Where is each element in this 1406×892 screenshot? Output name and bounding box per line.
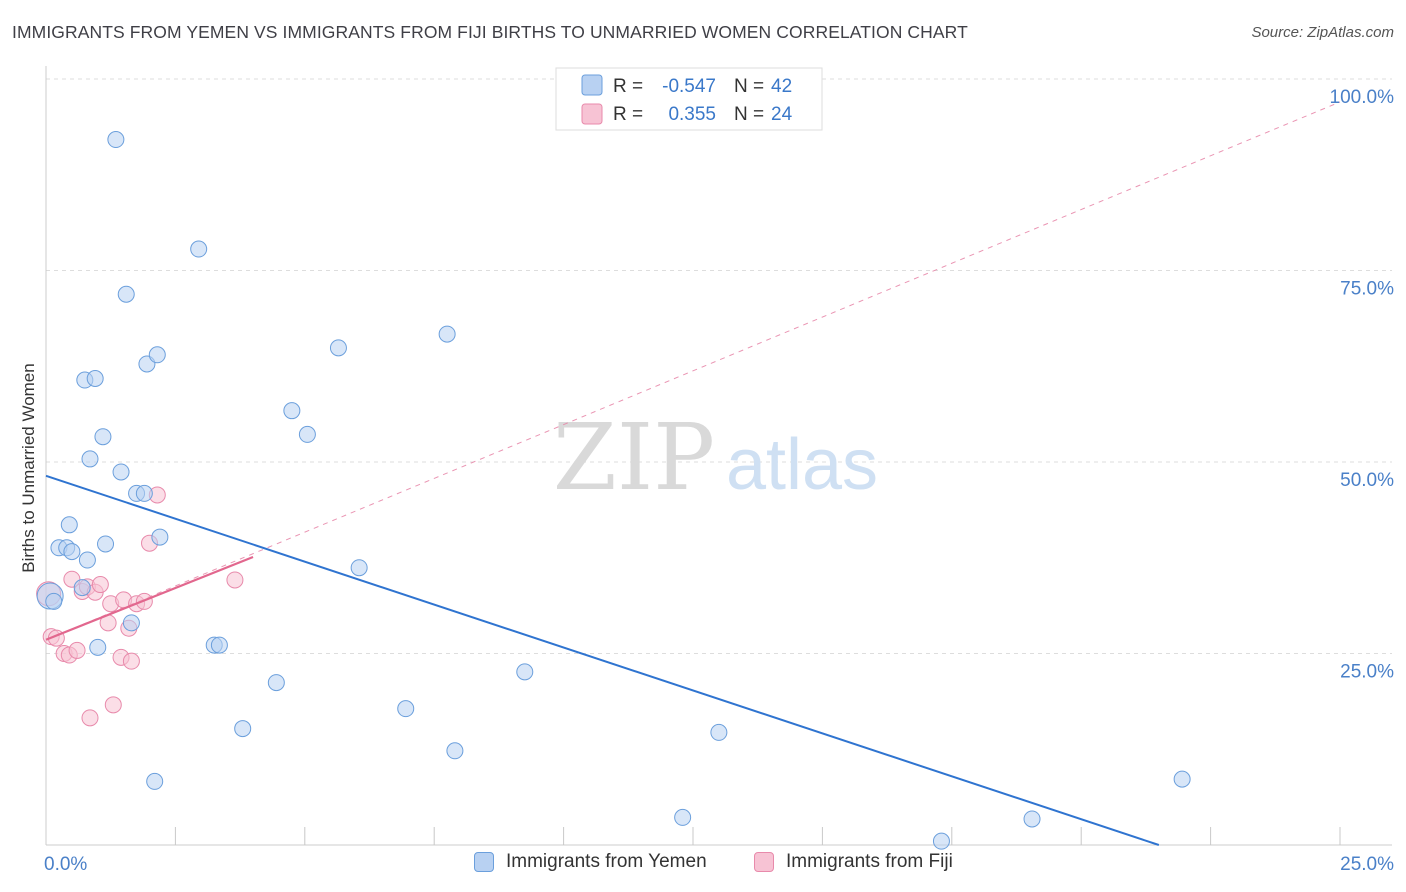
fiji-points [36, 486, 244, 727]
yemen-point [60, 516, 78, 534]
yemen-point [45, 592, 63, 610]
yemen-point [674, 808, 692, 826]
bottom-legend: Immigrants from Yemen Immigrants from Fi… [0, 851, 1406, 879]
watermark-zip: ZIP [553, 404, 715, 511]
y-tick-label-100: 100.0% [1330, 87, 1395, 108]
legend-fiji-r-label: R = [613, 104, 643, 125]
legend-yemen-swatch [581, 74, 603, 96]
yemen-point [329, 339, 347, 357]
yemen-point [932, 832, 950, 850]
yemen-point [112, 463, 130, 481]
grid-lines [46, 78, 1392, 654]
legend: R = -0.547 N = 42 R = 0.355 N = 24 [555, 67, 823, 131]
yemen-point [438, 325, 456, 343]
yemen-point [107, 131, 125, 149]
yemen-point [122, 614, 140, 632]
yemen-point [190, 240, 208, 258]
yemen-point [267, 674, 285, 692]
y-tick-label-25: 25.0% [1340, 662, 1394, 683]
fiji-trend-line [45, 555, 254, 641]
yemen-points [36, 131, 1191, 850]
yemen-point [63, 543, 81, 561]
fiji-point [226, 571, 244, 589]
yemen-point [97, 535, 115, 553]
y-tick-label-75: 75.0% [1340, 279, 1394, 300]
bottom-legend-yemen-swatch [474, 852, 494, 872]
bottom-legend-yemen: Immigrants from Yemen [474, 851, 707, 873]
yemen-point [283, 402, 301, 420]
y-tick-label-50: 50.0% [1340, 470, 1394, 491]
source-label: Source: ZipAtlas.com [1251, 24, 1394, 41]
yemen-point [516, 663, 534, 681]
bottom-legend-yemen-label: Immigrants from Yemen [506, 851, 707, 872]
yemen-point [94, 428, 112, 446]
yemen-point [397, 700, 415, 718]
legend-fiji-n-label: N = [734, 104, 764, 125]
x-tick-label-25: 25.0% [1340, 854, 1394, 875]
yemen-point [446, 742, 464, 760]
yemen-point [135, 484, 153, 502]
yemen-point [146, 772, 164, 790]
watermark: ZIP atlas [553, 404, 878, 511]
fiji-point [68, 641, 86, 659]
yemen-point [81, 450, 99, 468]
yemen-point [210, 636, 228, 654]
yemen-point [89, 638, 107, 656]
fiji-extended-trend [45, 101, 1341, 641]
yemen-point [86, 370, 104, 388]
y-axis-label: Births to Unmarried Women [19, 363, 38, 572]
trend-lines [45, 474, 1160, 846]
legend-fiji-n-value: 24 [771, 104, 793, 125]
yemen-point [151, 528, 169, 546]
bottom-legend-fiji: Immigrants from Fiji [754, 851, 953, 873]
bottom-legend-fiji-label: Immigrants from Fiji [786, 851, 953, 872]
legend-yemen-r-value: -0.547 [662, 76, 716, 97]
fiji-point [91, 576, 109, 594]
yemen-point [1023, 810, 1041, 828]
watermark-atlas: atlas [726, 425, 878, 505]
fiji-point [81, 709, 99, 727]
yemen-point [117, 285, 135, 303]
x-tick-label-0: 0.0% [44, 854, 87, 875]
tick-labels: 25.0% 50.0% 75.0% 100.0% 0.0% 25.0% [44, 87, 1394, 875]
yemen-point [298, 425, 316, 443]
fiji-point [122, 652, 140, 670]
legend-yemen-r-label: R = [613, 76, 643, 97]
legend-yemen-n-label: N = [734, 76, 764, 97]
yemen-point [1173, 770, 1191, 788]
chart-title: IMMIGRANTS FROM YEMEN VS IMMIGRANTS FROM… [12, 22, 968, 42]
yemen-point [78, 551, 96, 569]
yemen-point [148, 346, 166, 364]
legend-yemen-n-value: 42 [771, 76, 792, 97]
fiji-point [104, 696, 122, 714]
yemen-point [710, 723, 728, 741]
yemen-point [73, 579, 91, 597]
yemen-trend-line [45, 474, 1160, 846]
fiji-trend-extended [45, 101, 1341, 641]
legend-fiji-swatch [581, 103, 603, 125]
bottom-legend-fiji-swatch [754, 852, 774, 872]
legend-fiji-r-value: 0.355 [668, 104, 716, 125]
axes [45, 66, 1392, 846]
yemen-point [350, 559, 368, 577]
yemen-point [234, 720, 252, 738]
